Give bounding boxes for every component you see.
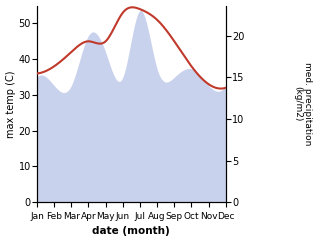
Y-axis label: med. precipitation
(kg/m2): med. precipitation (kg/m2): [293, 62, 313, 145]
Y-axis label: max temp (C): max temp (C): [5, 70, 16, 138]
X-axis label: date (month): date (month): [93, 227, 170, 236]
